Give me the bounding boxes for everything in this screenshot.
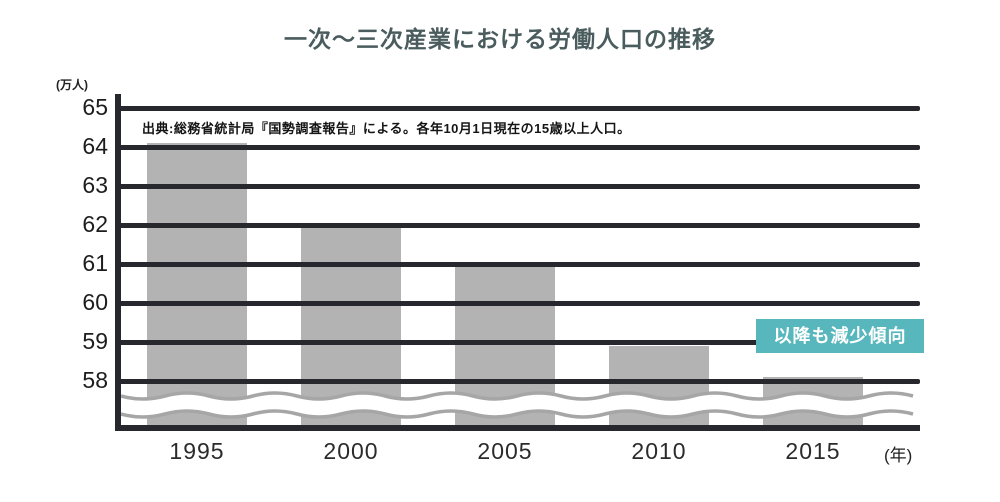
y-axis-unit-label: (万人)	[56, 78, 88, 92]
y-axis-line	[115, 94, 121, 431]
x-tick-label: 2000	[323, 438, 379, 464]
x-tick-label: 2010	[631, 438, 687, 464]
y-tick-label: 58	[82, 367, 108, 393]
source-note: 出典:総務省統計局『国勢調査報告』による。各年10月1日現在の15歳以上人口。	[142, 121, 631, 136]
x-axis-line	[115, 425, 920, 431]
axis-break-wave	[118, 391, 916, 419]
x-tick-label: 1995	[169, 438, 225, 464]
y-tick-label: 60	[82, 289, 108, 315]
trend-annotation-badge: 以降も減少傾向	[756, 319, 924, 353]
gridline	[118, 144, 920, 150]
x-axis-unit-label: (年)	[884, 446, 913, 465]
gridline	[118, 339, 920, 345]
y-tick-label: 63	[82, 172, 108, 198]
gridline	[118, 105, 920, 111]
x-tick-label: 2005	[477, 438, 533, 464]
x-tick-label: 2015	[785, 438, 841, 464]
gridline	[118, 183, 920, 189]
y-tick-label: 59	[82, 328, 108, 354]
gridline	[118, 222, 920, 228]
gridline	[118, 378, 920, 384]
y-tick-label: 65	[82, 94, 108, 120]
y-tick-label: 64	[82, 133, 108, 159]
gridline	[118, 300, 920, 306]
y-tick-label: 62	[82, 211, 108, 237]
chart-title: 一次〜三次産業における労働人口の推移	[284, 26, 716, 52]
y-tick-label: 61	[82, 250, 108, 276]
gridline	[118, 261, 920, 267]
